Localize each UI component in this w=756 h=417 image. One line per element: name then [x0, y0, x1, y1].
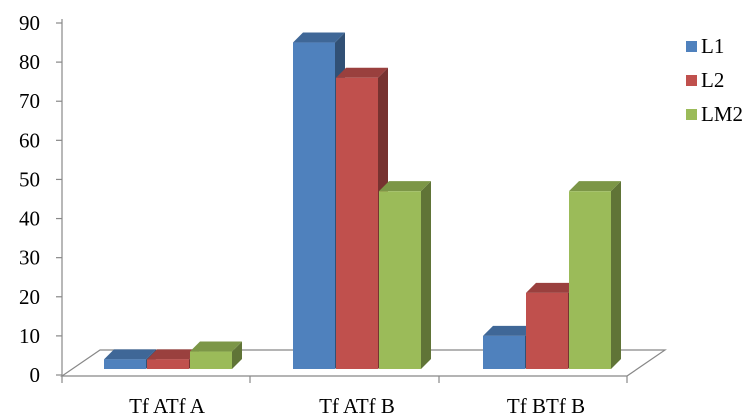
bar-front	[293, 42, 335, 370]
legend-swatch	[686, 109, 697, 120]
bar-lm2-2	[379, 181, 431, 369]
bar-lm2-3	[569, 181, 621, 369]
chart-legend: L1 L2 LM2	[686, 34, 743, 126]
legend-item-l1: L1	[686, 34, 724, 58]
y-tick-label: 30	[19, 246, 40, 270]
bar-top	[190, 341, 242, 352]
chart-bars	[104, 32, 621, 370]
bar-top	[379, 181, 431, 192]
bar-front	[526, 292, 568, 369]
x-category-label: Tf ATf A	[129, 394, 206, 417]
chart-axes	[56, 19, 628, 383]
y-tick-label: 20	[19, 285, 40, 309]
legend-item-l2: L2	[686, 68, 724, 92]
legend-label: LM2	[701, 102, 743, 126]
bar-top	[293, 32, 345, 43]
y-tick-label: 60	[19, 128, 40, 152]
bar-top	[336, 67, 388, 78]
bar-top	[147, 349, 199, 360]
legend-swatch	[686, 41, 697, 52]
legend-label: L1	[701, 34, 724, 58]
chart-labels: 0 10 20 30 40 50 60 70 80 90 Tf ATf A Tf ATf B Tf BT…	[19, 11, 585, 417]
bar-top	[104, 349, 156, 360]
bar-front	[483, 335, 525, 369]
bar-front	[336, 77, 378, 369]
bar-top	[569, 181, 621, 192]
bar-side	[421, 181, 431, 369]
y-tick-label: 10	[19, 324, 40, 348]
bar-front	[104, 359, 146, 369]
bar-front	[190, 351, 232, 369]
y-tick-label: 90	[19, 11, 40, 35]
y-tick-label: 70	[19, 89, 40, 113]
y-tick-label: 50	[19, 167, 40, 191]
bar-front	[147, 359, 189, 369]
y-tick-label: 0	[30, 363, 41, 387]
y-tick-label: 80	[19, 50, 40, 74]
legend-item-lm2: LM2	[686, 102, 743, 126]
bar-front	[569, 191, 611, 369]
bar-top	[483, 325, 535, 336]
bar-top	[526, 282, 578, 293]
bar-side	[611, 181, 621, 369]
legend-swatch	[686, 75, 697, 86]
y-tick-label: 40	[19, 207, 40, 231]
x-category-label: Tf ATf B	[319, 394, 395, 417]
x-category-label: Tf BTf B	[507, 394, 585, 417]
legend-label: L2	[701, 68, 724, 92]
bar-side	[232, 341, 242, 369]
bar-front	[379, 191, 421, 369]
bar-lm2-1	[190, 341, 242, 369]
